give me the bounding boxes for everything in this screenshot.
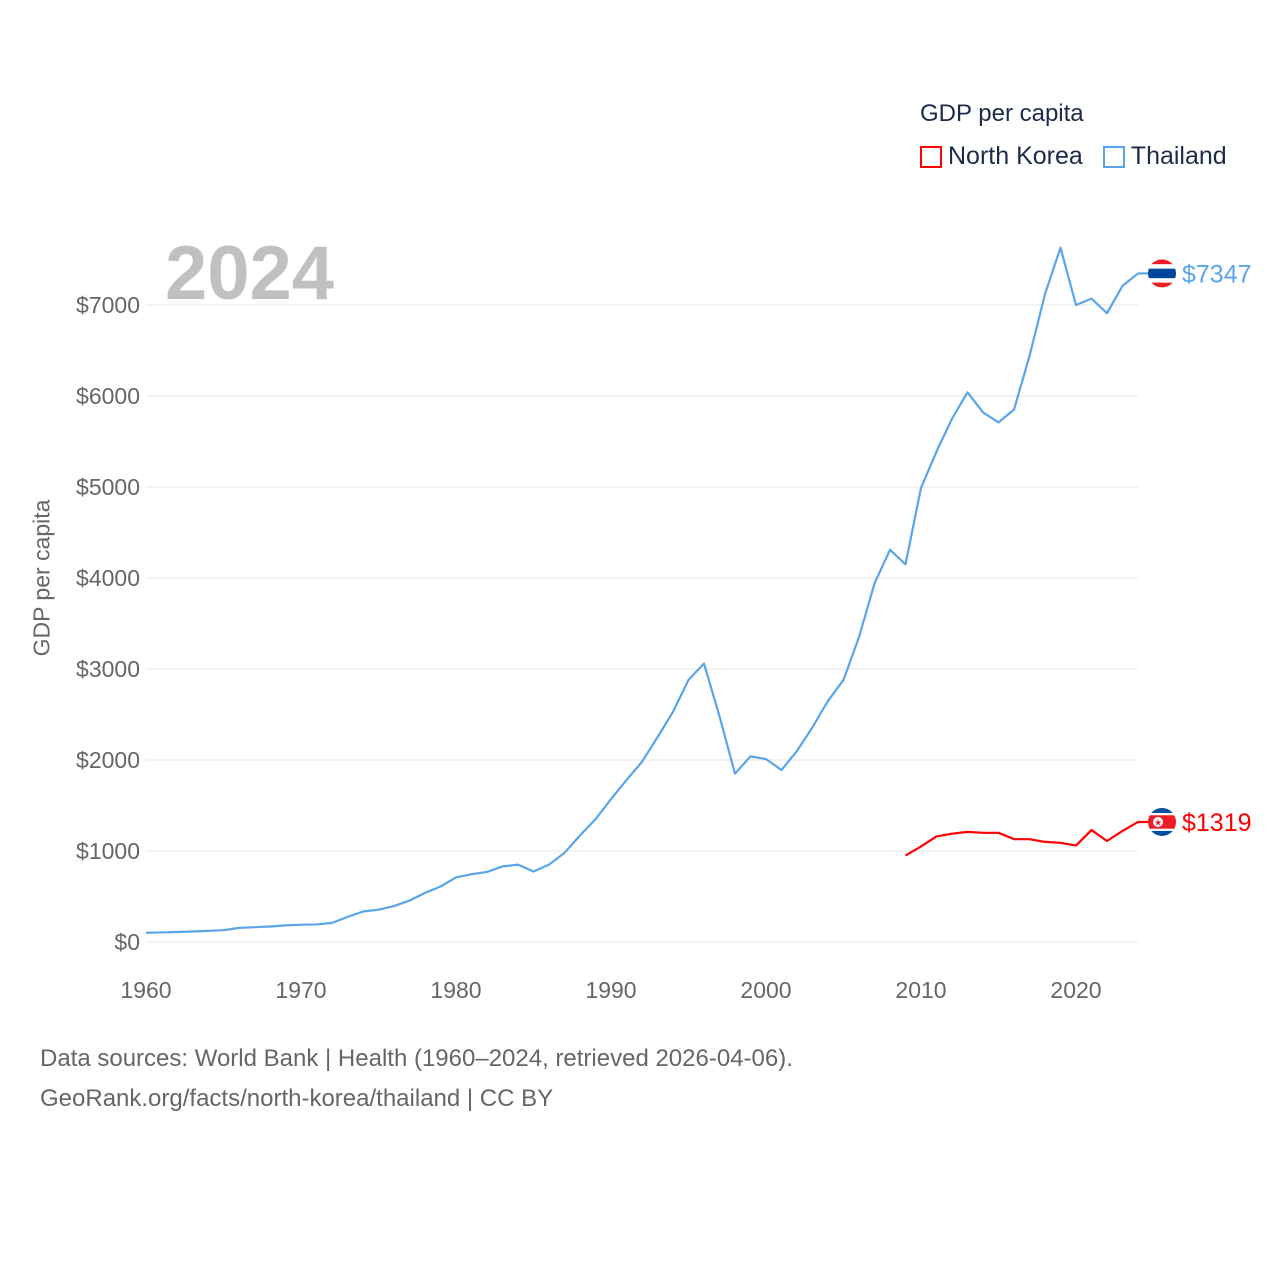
x-tick-label: 1970 <box>275 977 326 1003</box>
y-tick-label: $0 <box>114 929 140 955</box>
flag-stripe <box>1148 828 1176 832</box>
end-value-label: $1319 <box>1182 809 1252 837</box>
end-value-label: $7347 <box>1182 260 1252 288</box>
flag-stripe <box>1148 259 1176 265</box>
flag-stripe <box>1148 807 1176 814</box>
thailand-flag <box>1148 259 1176 288</box>
y-tick-label: $7000 <box>76 292 140 318</box>
y-tick-label: $5000 <box>76 474 140 500</box>
flag-stripe <box>1148 264 1176 269</box>
legend-title: GDP per capita <box>920 100 1084 127</box>
y-tick-label: $2000 <box>76 747 140 773</box>
x-tick-label: 1990 <box>585 977 636 1003</box>
flag-stripe <box>1148 830 1176 836</box>
flag-stripe <box>1148 278 1176 283</box>
star-icon: ★ <box>1154 817 1162 827</box>
series-line-thailand <box>145 246 1148 934</box>
y-tick-label: $3000 <box>76 656 140 682</box>
legend-swatch <box>1102 145 1125 168</box>
legend: North Korea Thailand <box>920 142 1227 171</box>
legend-item-north-korea[interactable]: North Korea <box>920 142 1083 171</box>
legend-swatch <box>920 145 942 168</box>
data-sources: Data sources: World Bank | Health (1960–… <box>40 1045 793 1072</box>
flag-stripe <box>1148 268 1176 279</box>
flag-star-disc <box>1153 816 1163 827</box>
year-label: 2024 <box>165 231 335 316</box>
north-korea-flag: ★ <box>1148 807 1176 836</box>
legend-label: Thailand <box>1130 142 1227 170</box>
source-url[interactable]: GeoRank.org/facts/north-korea/thailand |… <box>40 1085 554 1112</box>
y-tick-label: $4000 <box>76 565 140 591</box>
x-tick-label: 1980 <box>430 977 481 1003</box>
flag-stripe <box>1148 282 1176 288</box>
y-tick-label: $1000 <box>76 838 140 864</box>
flag-stripe <box>1148 813 1176 816</box>
x-tick-label: 2020 <box>1050 977 1101 1003</box>
x-tick-label: 2000 <box>740 977 791 1003</box>
x-tick-label: 2010 <box>895 977 946 1003</box>
y-tick-label: $6000 <box>76 383 140 409</box>
legend-item-thailand[interactable]: Thailand <box>1102 142 1227 171</box>
legend-label: North Korea <box>948 142 1083 170</box>
y-axis-label: GDP per capita <box>28 499 55 657</box>
x-tick-label: 1960 <box>120 977 171 1003</box>
series-line-north-korea <box>904 820 1148 857</box>
